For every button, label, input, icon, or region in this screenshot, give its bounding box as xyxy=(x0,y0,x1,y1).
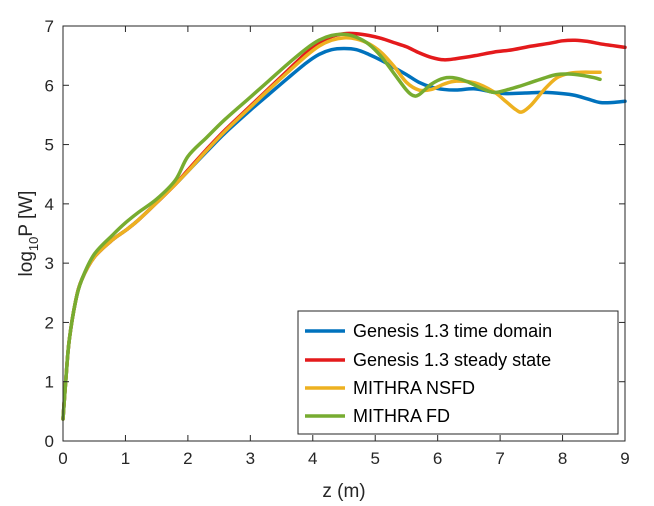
legend-label-mithra-nsfd: MITHRA NSFD xyxy=(353,378,475,398)
x-axis-label: z (m) xyxy=(322,481,365,502)
x-tick-label: 7 xyxy=(495,449,504,468)
x-tick-label: 6 xyxy=(433,449,442,468)
series-line-2 xyxy=(61,36,602,421)
legend-label-mithra-fd: MITHRA FD xyxy=(353,406,450,426)
y-tick-label: 5 xyxy=(45,136,54,155)
y-axis-label-rest: P [W] xyxy=(16,191,37,237)
x-tick-labels: 0 1 2 3 4 5 6 7 8 9 xyxy=(58,449,629,468)
y-tick-label: 6 xyxy=(45,76,54,95)
y-tick-label: 2 xyxy=(45,313,54,332)
legend-box xyxy=(297,310,619,435)
x-tick-label: 4 xyxy=(308,449,317,468)
y-axis-label-base: log xyxy=(16,251,37,276)
x-tick-label: 2 xyxy=(183,449,192,468)
y-tick-label: 4 xyxy=(45,195,54,214)
y-tick-label: 3 xyxy=(45,254,54,273)
legend-label-genesis-time-domain: Genesis 1.3 time domain xyxy=(353,321,552,341)
tick-layer xyxy=(62,25,626,442)
x-tick-label: 0 xyxy=(58,449,67,468)
x-tick-label: 9 xyxy=(620,449,629,468)
series-layer xyxy=(61,31,627,421)
x-tick-label: 3 xyxy=(246,449,255,468)
series-line-3 xyxy=(61,32,602,421)
x-tick-label: 5 xyxy=(370,449,379,468)
x-tick-label: 1 xyxy=(121,449,130,468)
y-axis-label-subscript: 10 xyxy=(26,237,41,251)
plot-frame xyxy=(62,25,626,442)
legend-label-genesis-steady-state: Genesis 1.3 steady state xyxy=(353,350,551,370)
x-tick-label: 8 xyxy=(558,449,567,468)
y-axis-label: log10P [W] xyxy=(16,191,41,277)
y-tick-label: 0 xyxy=(45,432,54,451)
legend: Genesis 1.3 time domain Genesis 1.3 stea… xyxy=(297,310,619,435)
y-tick-labels: 0 1 2 3 4 5 6 7 xyxy=(45,17,54,451)
y-tick-label: 1 xyxy=(45,373,54,392)
y-tick-label: 7 xyxy=(45,17,54,36)
